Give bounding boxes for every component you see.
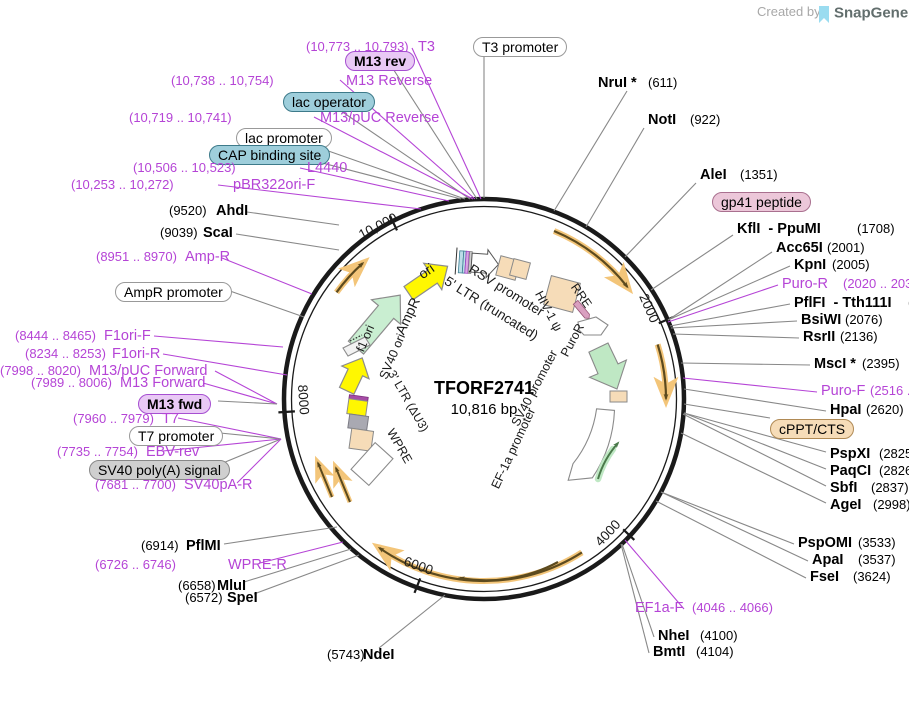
- svg-text:SnapGene: SnapGene: [834, 5, 908, 22]
- svg-text:6000: 6000: [402, 554, 435, 578]
- svg-text:10,000: 10,000: [356, 210, 400, 242]
- svg-text:10,816 bp: 10,816 bp: [451, 401, 518, 418]
- svg-text:3' LTR (ΔU3): 3' LTR (ΔU3): [385, 368, 432, 435]
- svg-text:TFORF2741: TFORF2741: [434, 378, 534, 398]
- svg-text:Created by: Created by: [757, 4, 821, 19]
- svg-text:8000: 8000: [295, 384, 312, 415]
